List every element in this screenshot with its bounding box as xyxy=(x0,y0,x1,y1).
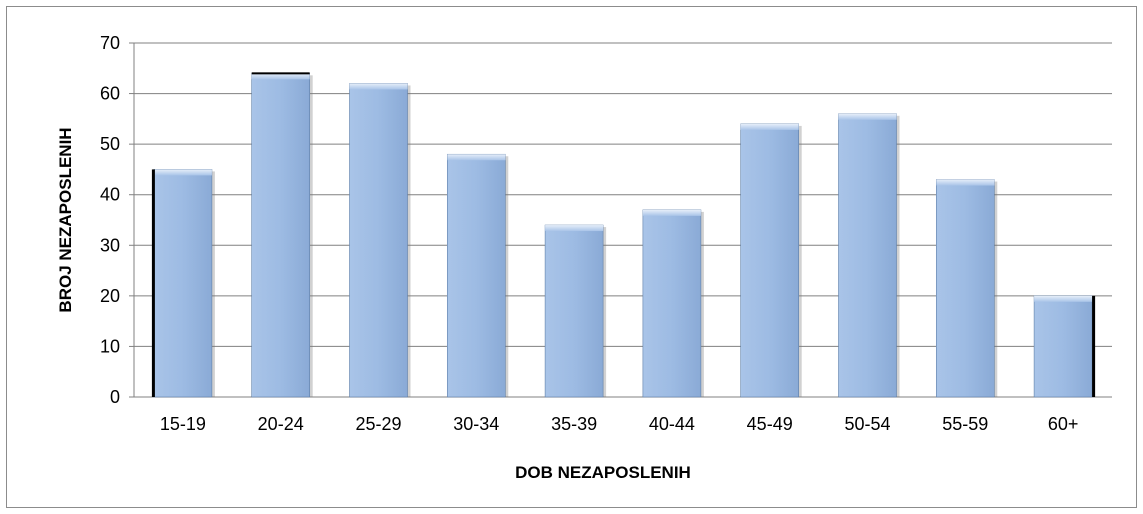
x-tick-label: 40-44 xyxy=(649,414,695,434)
x-tick-label: 30-34 xyxy=(453,414,499,434)
bar xyxy=(251,73,310,398)
bar xyxy=(838,113,897,398)
bar-chart: 0 10 20 30 40 50 60 70 15-19 20-24 25-29 30-34 35-3… xyxy=(56,33,1112,482)
bar-30-34 xyxy=(446,153,509,398)
bar-55-59 xyxy=(935,179,998,398)
bar-highlight xyxy=(838,113,897,120)
x-axis-title: DOB NEZAPOSLENIH xyxy=(515,463,691,482)
bar xyxy=(642,209,702,398)
bar xyxy=(153,169,213,398)
x-tick-label: 25-29 xyxy=(355,414,401,434)
bar-60+ xyxy=(1033,295,1096,398)
x-tick-label: 20-24 xyxy=(258,414,304,434)
bar-highlight xyxy=(545,225,604,232)
x-tick-label: 15-19 xyxy=(160,414,206,434)
y-tick-label: 0 xyxy=(110,387,120,407)
bar-top-accent xyxy=(251,72,310,75)
bar-20-24 xyxy=(251,73,313,398)
y-tick-label: 40 xyxy=(100,185,120,205)
bar-highlight xyxy=(936,179,995,186)
y-tick-label: 50 xyxy=(100,134,120,154)
y-tick-label: 60 xyxy=(100,84,120,104)
y-tick-label: 30 xyxy=(100,235,120,255)
y-axis-title: BROJ NEZAPOSLENIH xyxy=(56,127,75,312)
y-tick-label: 20 xyxy=(100,286,120,306)
bar-highlight xyxy=(642,209,701,216)
x-tick-label: 50-54 xyxy=(844,414,890,434)
bar xyxy=(935,179,995,398)
bar-40-44 xyxy=(642,209,704,398)
bar-highlight xyxy=(349,83,408,90)
x-tick-label: 55-59 xyxy=(942,414,988,434)
chart-frame: 0 10 20 30 40 50 60 70 15-19 20-24 25-29 30-34 35-3… xyxy=(6,6,1137,508)
bar-50-54 xyxy=(838,113,900,398)
bar-edge-accent xyxy=(151,169,155,397)
x-tick-labels: 15-19 20-24 25-29 30-34 35-39 40-44 45-49 50-54… xyxy=(160,414,1078,434)
bar xyxy=(740,123,800,398)
bar xyxy=(349,83,408,398)
bar-25-29 xyxy=(349,83,411,398)
bar-highlight xyxy=(251,73,310,80)
x-tick-label: 45-49 xyxy=(747,414,793,434)
bar-15-19 xyxy=(153,169,215,398)
bar xyxy=(1033,295,1093,398)
x-tick-label: 60+ xyxy=(1048,414,1079,434)
y-tick-label: 10 xyxy=(100,336,120,356)
bar-35-39 xyxy=(544,224,607,398)
bar xyxy=(544,224,604,398)
bar xyxy=(446,153,506,398)
bar-edge-accent xyxy=(1092,295,1096,397)
bar-highlight xyxy=(447,154,506,161)
bars xyxy=(151,72,1096,398)
y-tick-labels: 0 10 20 30 40 50 60 70 xyxy=(100,33,120,407)
x-tick-label: 35-39 xyxy=(551,414,597,434)
y-tick-label: 70 xyxy=(100,33,120,53)
bar-45-49 xyxy=(740,123,802,398)
bar-highlight xyxy=(1034,295,1093,302)
bar-highlight xyxy=(153,169,212,176)
bar-highlight xyxy=(740,123,799,130)
